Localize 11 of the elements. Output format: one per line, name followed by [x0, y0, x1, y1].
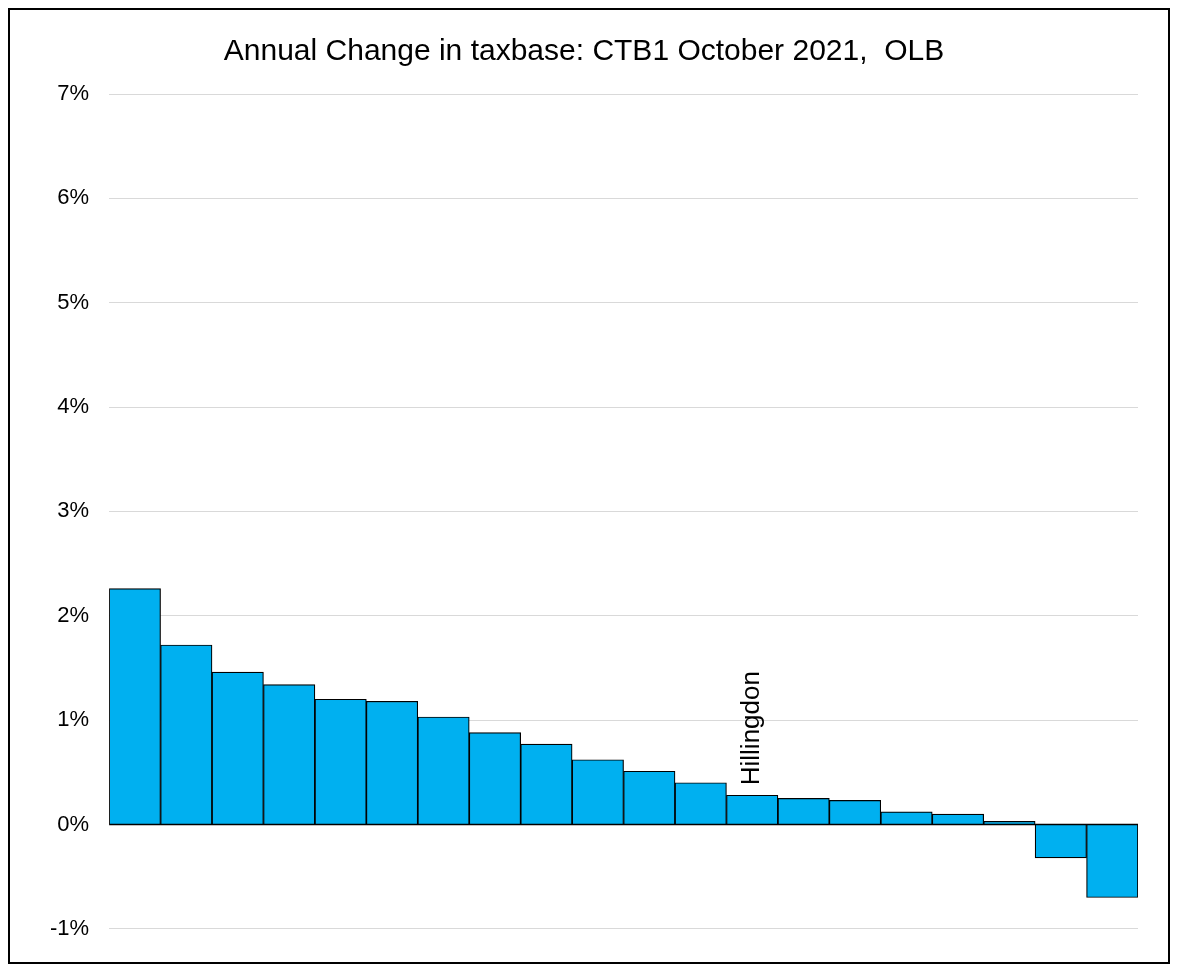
y-tick-label: 7%: [57, 80, 90, 106]
x-tick-label: Hillingdon: [735, 671, 766, 786]
y-tick-label: 6%: [57, 184, 90, 210]
chart-title: Annual Change in taxbase: CTB1 October 2021, OLB: [223, 33, 945, 67]
y-tick-label: 3%: [57, 497, 90, 523]
y-tick-label: 0%: [57, 810, 90, 836]
y-tick-label: 1%: [57, 706, 90, 732]
y-tick-label: 2%: [57, 601, 90, 627]
y-tick-label: 5%: [57, 288, 90, 314]
y-tick-label: -1%: [50, 914, 90, 940]
y-tick-label: 4%: [57, 393, 90, 419]
